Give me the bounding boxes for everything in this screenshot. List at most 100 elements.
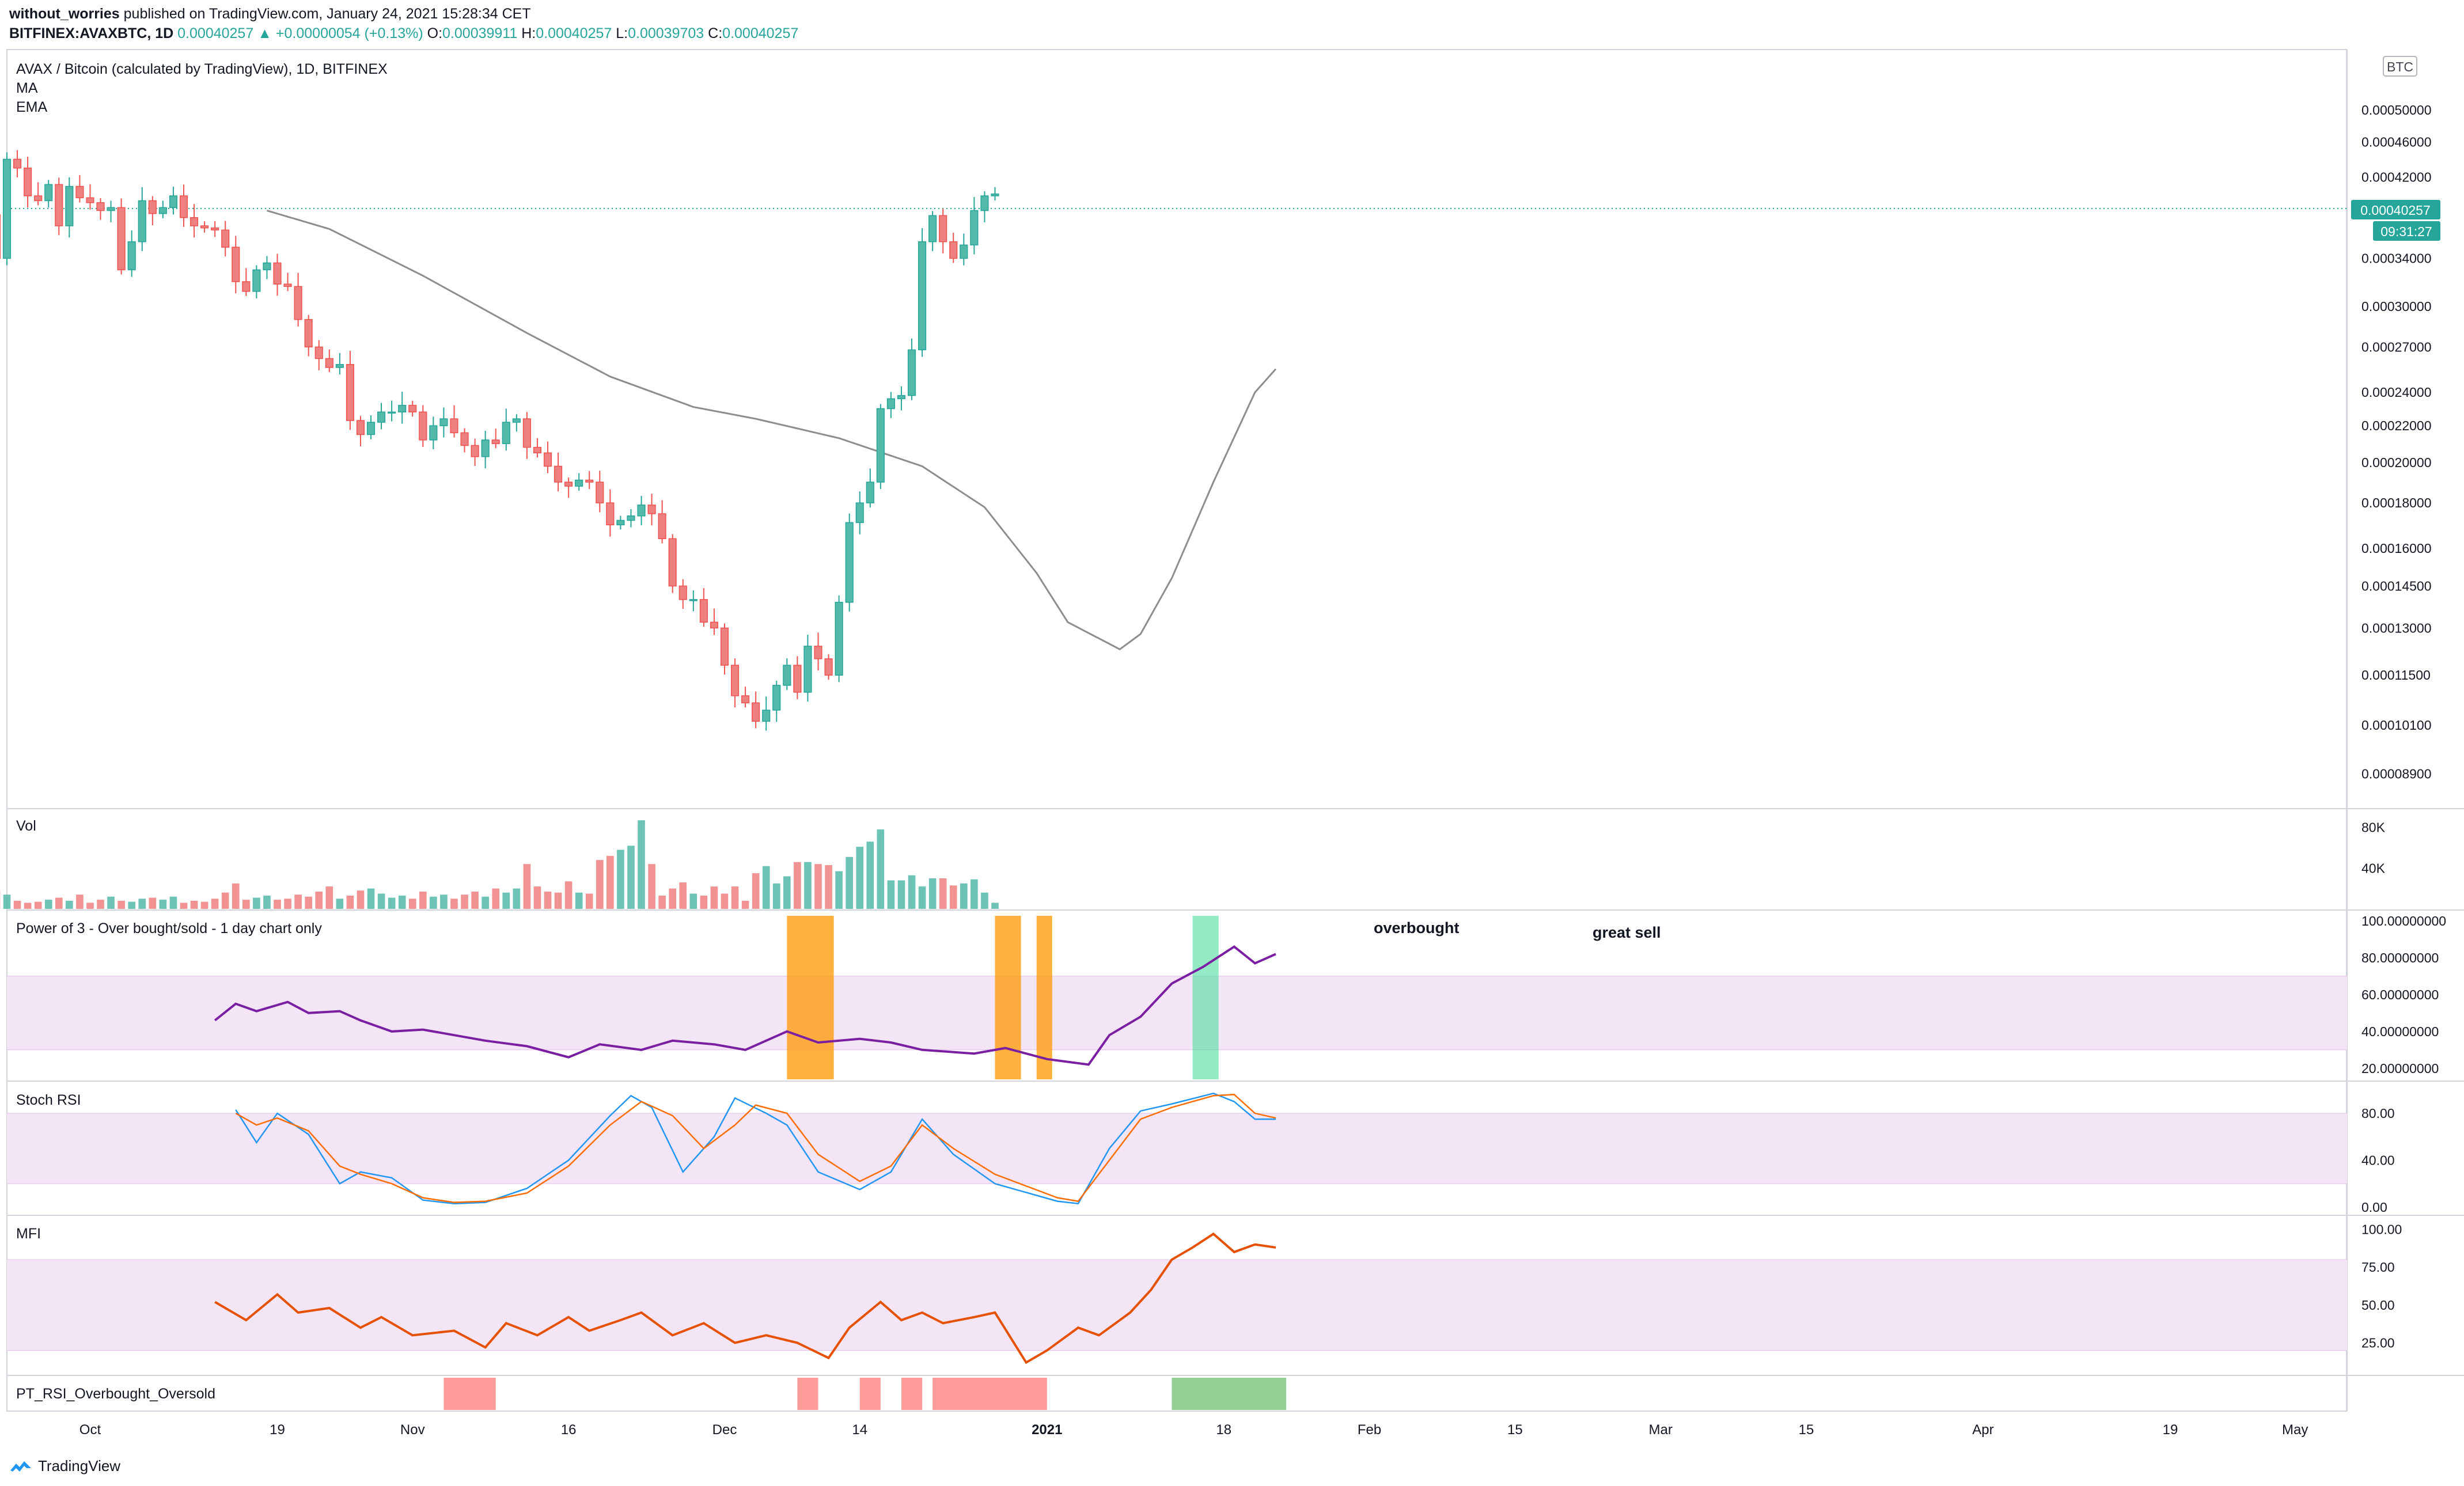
volume-bar — [55, 897, 63, 909]
ema-legend-label[interactable]: EMA — [16, 99, 48, 115]
time-tick-label: 14 — [852, 1422, 867, 1438]
candle-body — [678, 585, 687, 600]
volume-bar — [440, 894, 448, 909]
pt-signal-span — [1172, 1378, 1287, 1410]
currency-badge-text: BTC — [2387, 59, 2413, 74]
time-tick-label: Nov — [400, 1422, 425, 1438]
volume-bar — [24, 903, 32, 909]
osc-tick-label: 60.00000000 — [2361, 987, 2439, 1002]
ma-legend-label[interactable]: MA — [16, 80, 38, 96]
osc-tick-label: 75.00 — [2361, 1260, 2395, 1275]
volume-bar — [960, 883, 968, 909]
volume-bar — [284, 899, 291, 909]
candle-body — [752, 702, 760, 722]
tradingview-logo-icon — [10, 1461, 31, 1472]
candle-body — [283, 283, 292, 287]
candle-body — [886, 398, 895, 410]
time-tick-label: 19 — [270, 1422, 285, 1438]
volume-bar — [263, 896, 271, 909]
volume-bar — [908, 875, 916, 909]
volume-bar — [669, 888, 677, 909]
candle-body — [772, 685, 781, 711]
stoch-band — [7, 1113, 2347, 1184]
up-triangle-icon: ▲ — [257, 25, 272, 41]
power-highlight-bar — [1036, 916, 1052, 1079]
candle-body — [710, 621, 718, 629]
volume-bar — [3, 894, 11, 909]
price-tick-label: 0.00030000 — [2361, 299, 2432, 314]
candle-body — [637, 505, 646, 517]
candle-body — [189, 217, 199, 226]
volume-bar — [585, 893, 593, 909]
osc-tick-label: 40.00 — [2361, 1153, 2395, 1167]
osc-tick-label: 20.00000000 — [2361, 1061, 2439, 1076]
volume-bar — [835, 871, 843, 909]
vol-tick-label: 40K — [2361, 860, 2386, 875]
candle-body — [314, 346, 323, 359]
volume-bar — [97, 900, 104, 909]
candle-body — [346, 364, 354, 421]
volume-bar — [523, 864, 531, 909]
price-tick-label: 0.00008900 — [2361, 766, 2432, 781]
author-name[interactable]: without_worries — [9, 6, 120, 22]
candle-body — [211, 227, 219, 231]
volume-bar — [430, 896, 437, 909]
last-price-tag-text: 0.00040257 — [2360, 203, 2431, 218]
pt-signal-span — [443, 1378, 496, 1410]
great-sell-annotation: great sell — [1593, 924, 1661, 941]
candle-body — [2, 158, 12, 259]
candle-body — [460, 432, 469, 446]
volume-bar — [825, 865, 832, 909]
symbol-name: BITFINEX:AVAXBTC, 1D — [9, 25, 174, 41]
volume-bar — [638, 820, 645, 909]
price-tick-label: 0.00013000 — [2361, 620, 2432, 635]
price-tick-label: 0.00027000 — [2361, 339, 2432, 354]
candle-body — [481, 439, 490, 457]
candle-body — [803, 646, 812, 693]
candle-body — [377, 411, 386, 423]
volume-bar — [325, 886, 333, 909]
countdown-tag — [2373, 221, 2440, 241]
candle-body — [263, 262, 271, 271]
price-tick-label: 0.00022000 — [2361, 418, 2432, 433]
candle-body — [855, 502, 864, 524]
volume-bar — [86, 903, 94, 909]
candle-body — [596, 482, 604, 503]
volume-bar — [617, 850, 624, 909]
close-label: C: — [708, 25, 723, 41]
tradingview-brand[interactable]: TradingView — [9, 1457, 120, 1475]
volume-bar — [658, 896, 666, 909]
osc-series-line — [214, 945, 1276, 1066]
volume-bar — [502, 892, 510, 909]
candle-body — [699, 599, 708, 623]
candle-body — [169, 195, 177, 209]
candle-body — [554, 465, 563, 483]
time-axis-ticks: Oct 19 Nov 16 Dec 14 2021 18 Feb 15 Mar 15 Apr 19 May — [79, 1422, 2308, 1438]
volume-bar — [315, 891, 323, 909]
candle-body — [117, 207, 126, 271]
volume-bar — [346, 896, 354, 909]
power-highlight-bar — [1192, 916, 1219, 1079]
candle-body — [179, 195, 188, 218]
volume-bar — [232, 883, 240, 909]
volume-bar — [679, 882, 687, 909]
mfi-pane-title: MFI — [16, 1226, 41, 1242]
volume-bar — [533, 886, 541, 909]
price-change: +0.00000054 (+0.13%) — [275, 25, 423, 41]
publish-date: published on TradingView.com, January 24… — [123, 6, 531, 22]
volume-bar — [66, 900, 73, 909]
candle-body — [824, 658, 833, 676]
volume-bar — [419, 891, 427, 909]
price-tick-label: 0.00011500 — [2361, 668, 2431, 683]
volume-bar — [169, 896, 177, 909]
candle-body — [866, 482, 874, 503]
volume-bar — [221, 892, 229, 909]
candle-body — [200, 225, 209, 229]
power-axis-ticks: 100.00000000 80.00000000 60.00000000 40.000… — [2361, 913, 2446, 1076]
candle-body — [627, 515, 635, 521]
volume-bar — [398, 896, 406, 909]
candle-body — [658, 513, 666, 540]
moving-average-line — [267, 210, 1277, 651]
currency-badge[interactable]: BTC — [2383, 56, 2417, 77]
